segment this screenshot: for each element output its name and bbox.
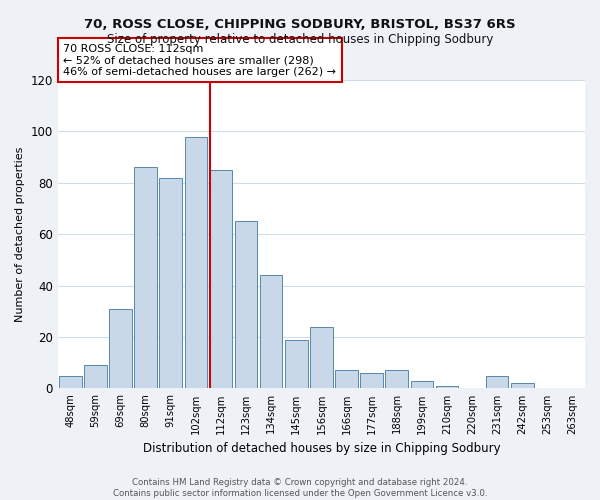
Bar bbox=[84, 366, 107, 388]
Bar bbox=[436, 386, 458, 388]
Bar bbox=[109, 309, 132, 388]
Bar bbox=[486, 376, 508, 388]
Y-axis label: Number of detached properties: Number of detached properties bbox=[15, 146, 25, 322]
Bar bbox=[260, 276, 283, 388]
Bar bbox=[235, 222, 257, 388]
Bar bbox=[160, 178, 182, 388]
Bar bbox=[385, 370, 408, 388]
Text: 70 ROSS CLOSE: 112sqm
← 52% of detached houses are smaller (298)
46% of semi-det: 70 ROSS CLOSE: 112sqm ← 52% of detached … bbox=[63, 44, 336, 77]
Bar bbox=[134, 168, 157, 388]
Bar bbox=[361, 373, 383, 388]
Bar bbox=[285, 340, 308, 388]
Text: 70, ROSS CLOSE, CHIPPING SODBURY, BRISTOL, BS37 6RS: 70, ROSS CLOSE, CHIPPING SODBURY, BRISTO… bbox=[84, 18, 516, 30]
Bar bbox=[410, 380, 433, 388]
Bar bbox=[185, 136, 207, 388]
Bar bbox=[59, 376, 82, 388]
X-axis label: Distribution of detached houses by size in Chipping Sodbury: Distribution of detached houses by size … bbox=[143, 442, 500, 455]
Bar bbox=[310, 326, 332, 388]
Text: Contains HM Land Registry data © Crown copyright and database right 2024.
Contai: Contains HM Land Registry data © Crown c… bbox=[113, 478, 487, 498]
Bar bbox=[209, 170, 232, 388]
Text: Size of property relative to detached houses in Chipping Sodbury: Size of property relative to detached ho… bbox=[107, 32, 493, 46]
Bar bbox=[511, 384, 533, 388]
Bar bbox=[335, 370, 358, 388]
